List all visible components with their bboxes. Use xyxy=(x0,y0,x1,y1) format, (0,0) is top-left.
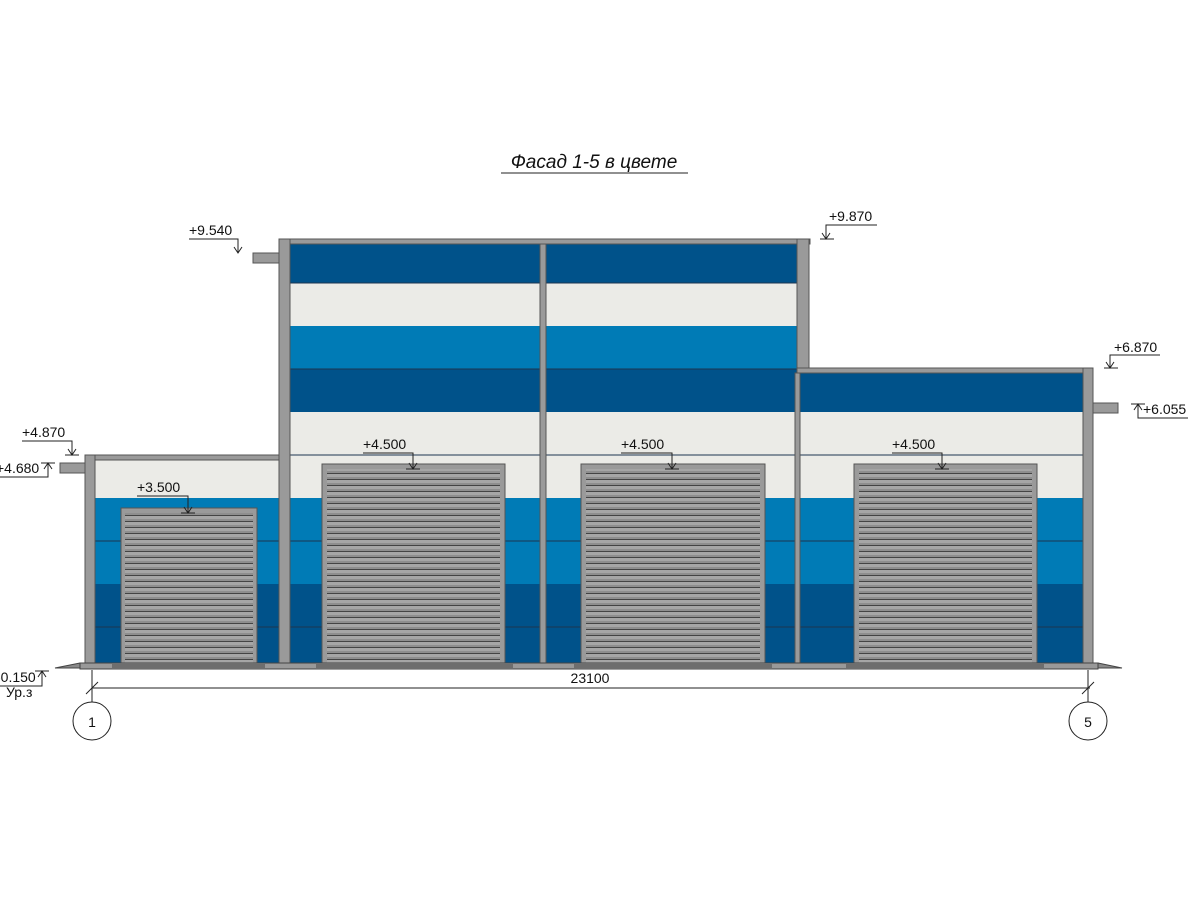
canopy-right xyxy=(1092,402,1119,414)
svg-text:5: 5 xyxy=(1084,714,1092,730)
elevation-door-1: +3.500 xyxy=(137,479,195,514)
roller-doors xyxy=(120,463,1038,664)
elevation-ground: -0.150 Ур.з xyxy=(0,669,49,700)
svg-text:+9.870: +9.870 xyxy=(829,208,872,224)
svg-text:+4.500: +4.500 xyxy=(363,436,406,452)
elevation-6055: +6.055 xyxy=(1131,401,1188,419)
roller-door-3 xyxy=(586,469,760,663)
overall-dimension: 23100 xyxy=(85,670,1095,702)
elevation-9870: +9.870 xyxy=(820,208,877,240)
roller-door-2 xyxy=(327,469,500,663)
canopy-left xyxy=(59,462,86,474)
ground-base xyxy=(54,662,1123,670)
elevation-4680: +4.680 xyxy=(0,460,55,478)
svg-text:+9.540: +9.540 xyxy=(189,222,232,238)
elevation-marks: +9.540 +9.870 +6.870 +6.055 +4.870 +4.68… xyxy=(0,208,1188,700)
svg-text:+4.500: +4.500 xyxy=(892,436,935,452)
svg-text:1: 1 xyxy=(88,714,96,730)
svg-text:+6.055: +6.055 xyxy=(1143,401,1186,417)
svg-text:-0.150: -0.150 xyxy=(0,669,36,685)
svg-text:+4.680: +4.680 xyxy=(0,460,39,476)
svg-text:+4.500: +4.500 xyxy=(621,436,664,452)
building-frame xyxy=(59,238,1119,664)
drawing-title: Фасад 1-5 в цвете xyxy=(511,152,678,173)
elevation-6870: +6.870 xyxy=(1104,339,1160,369)
elevation-door-3: +4.500 xyxy=(621,436,679,470)
elevation-door-4: +4.500 xyxy=(892,436,949,470)
axis-marker-1: 1 xyxy=(72,701,112,741)
svg-text:+6.870: +6.870 xyxy=(1114,339,1157,355)
elevation-4870: +4.870 xyxy=(22,424,79,456)
elevation-9540: +9.540 xyxy=(189,222,243,254)
roller-door-1 xyxy=(125,513,253,663)
svg-text:Ур.з: Ур.з xyxy=(6,684,32,700)
axis-marker-5: 5 xyxy=(1068,701,1108,741)
svg-text:+3.500: +3.500 xyxy=(137,479,180,495)
elevation-door-2: +4.500 xyxy=(363,436,420,470)
roller-door-4 xyxy=(859,469,1032,663)
dimension-label: 23100 xyxy=(571,670,610,686)
canopy-top-left xyxy=(252,252,280,264)
svg-text:+4.870: +4.870 xyxy=(22,424,65,440)
